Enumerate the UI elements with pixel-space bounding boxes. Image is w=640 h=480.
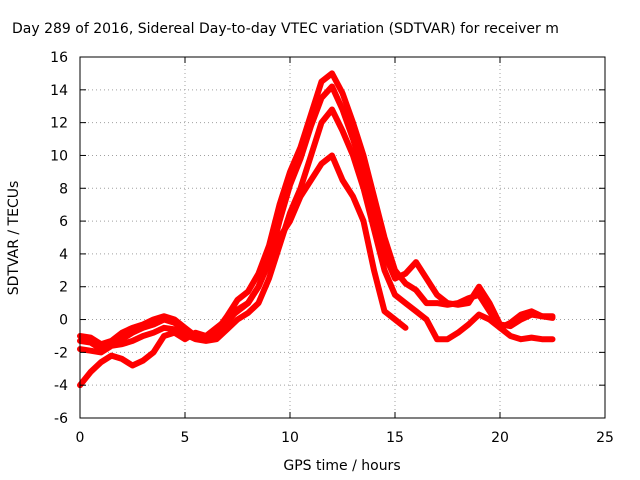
x-tick-label: 10	[281, 430, 299, 446]
y-tick-label: 4	[59, 247, 68, 263]
x-tick-label: 20	[491, 430, 509, 446]
grid	[80, 57, 605, 418]
y-tick-label: 8	[59, 181, 68, 197]
x-tick-label: 25	[596, 430, 614, 446]
axis-ticks: 0 5 10 15 20 25 -6 -4 -2 0 2 4 6 8 10 12 14 16	[50, 50, 614, 446]
x-tick-label: 5	[181, 430, 190, 446]
y-tick-label: -2	[54, 345, 68, 361]
y-tick-label: 16	[50, 50, 68, 66]
series-group	[77, 70, 556, 389]
y-tick-label: 6	[59, 214, 68, 230]
y-tick-label: -6	[54, 411, 68, 427]
series-trace-c	[77, 106, 556, 356]
y-axis-label: SDTVAR / TECUs	[6, 181, 22, 296]
y-tick-label: 0	[59, 313, 68, 329]
x-axis-label: GPS time / hours	[283, 458, 400, 474]
y-tick-label: 2	[59, 280, 68, 296]
series-trace-d	[77, 152, 409, 389]
series-trace-b	[77, 83, 556, 353]
plot-frame	[79, 56, 606, 419]
x-tick-label: 15	[386, 430, 404, 446]
y-tick-label: 14	[50, 83, 68, 99]
chart-title: Day 289 of 2016, Sidereal Day-to-day VTE…	[12, 21, 559, 37]
y-tick-label: 10	[50, 148, 68, 164]
y-tick-label: -4	[54, 378, 68, 394]
x-tick-label: 0	[76, 430, 85, 446]
y-tick-label: 12	[50, 116, 68, 132]
